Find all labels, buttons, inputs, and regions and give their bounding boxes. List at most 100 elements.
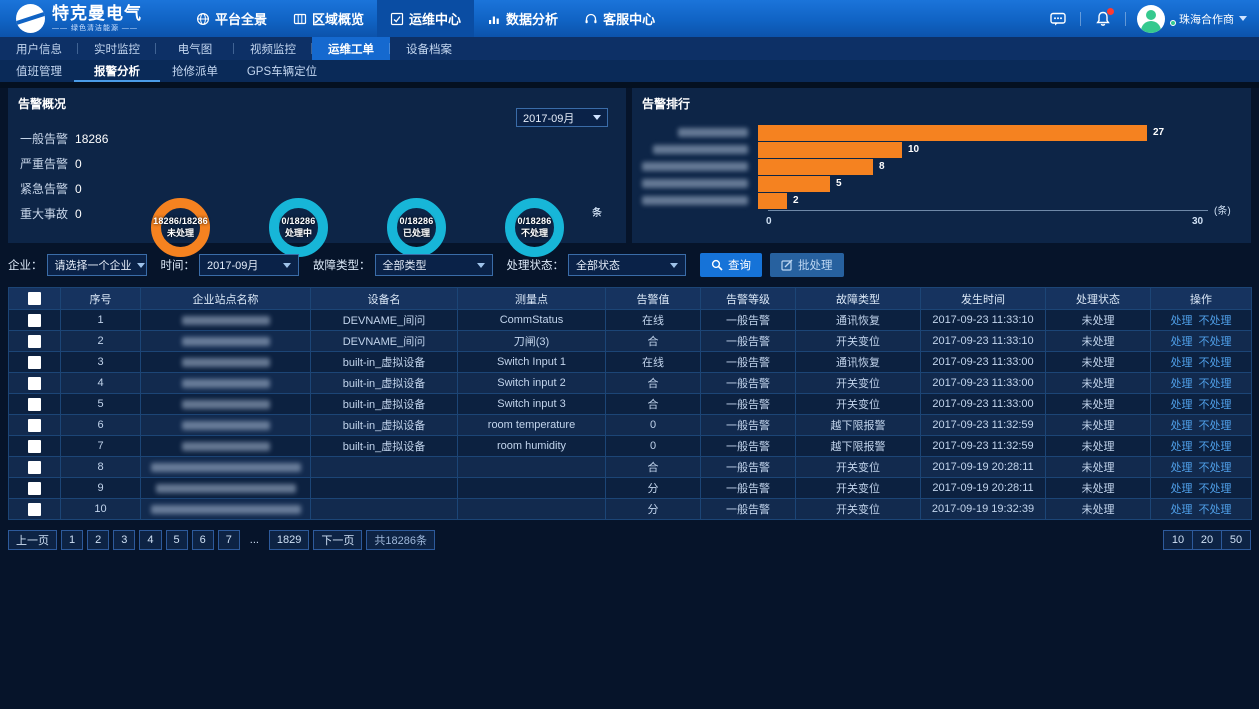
handle-link[interactable]: 处理 bbox=[1170, 441, 1193, 453]
search-button[interactable]: 查询 bbox=[700, 253, 762, 277]
page-button-4[interactable]: 4 bbox=[139, 530, 162, 550]
row-checkbox[interactable] bbox=[28, 397, 41, 411]
cell-level: 一般告警 bbox=[700, 435, 796, 457]
row-checkbox[interactable] bbox=[28, 418, 41, 432]
cell-level: 一般告警 bbox=[700, 351, 796, 373]
page-button-3[interactable]: 3 bbox=[113, 530, 136, 550]
topnav-item-区域概览[interactable]: 区域概览 bbox=[280, 0, 377, 37]
edit-icon bbox=[781, 259, 793, 271]
page-button-6[interactable]: 6 bbox=[191, 530, 214, 550]
handle-link[interactable]: 处理 bbox=[1170, 504, 1193, 516]
prev-page-button[interactable]: 上一页 bbox=[8, 530, 57, 550]
no-handle-link[interactable]: 不处理 bbox=[1198, 462, 1232, 474]
page-size-50[interactable]: 50 bbox=[1221, 530, 1251, 550]
batch-process-button[interactable]: 批处理 bbox=[770, 253, 844, 277]
cell-site-censored bbox=[140, 414, 311, 436]
handle-link[interactable]: 处理 bbox=[1170, 462, 1193, 474]
handle-link[interactable]: 处理 bbox=[1170, 378, 1193, 390]
chevron-down-icon bbox=[476, 262, 485, 268]
cell-fault: 开关变位 bbox=[795, 477, 921, 499]
fault-type-select[interactable]: 全部类型 bbox=[374, 254, 493, 276]
handle-link[interactable]: 处理 bbox=[1170, 315, 1193, 327]
handle-link[interactable]: 处理 bbox=[1170, 399, 1193, 411]
tab-设备档案[interactable]: 设备档案 bbox=[406, 43, 452, 56]
ranking-bar-row: 10 bbox=[642, 141, 1241, 158]
tab-视频监控[interactable]: 视频监控 bbox=[234, 37, 312, 60]
cell-fault: 通讯恢复 bbox=[795, 309, 921, 331]
page-button-1829[interactable]: 1829 bbox=[268, 530, 310, 550]
subtab-抢修派单[interactable]: 抢修派单 bbox=[172, 66, 218, 78]
cell-index: 9 bbox=[60, 477, 141, 499]
no-handle-link[interactable]: 不处理 bbox=[1198, 504, 1232, 516]
alarm-donut-ratio: 18286/18286 bbox=[153, 216, 208, 226]
subtab-GPS车辆定位[interactable]: GPS车辆定位 bbox=[246, 66, 318, 78]
row-checkbox[interactable] bbox=[28, 334, 41, 348]
row-checkbox[interactable] bbox=[28, 481, 41, 495]
brand-logo[interactable]: 特克曼电气 —— 绿色清洁能源 —— bbox=[0, 4, 205, 33]
tab-实时监控[interactable]: 实时监控 bbox=[78, 37, 156, 60]
subtab-值班管理[interactable]: 值班管理 bbox=[16, 66, 62, 78]
row-checkbox[interactable] bbox=[28, 439, 41, 453]
cell-point: CommStatus bbox=[457, 309, 606, 331]
cell-status: 未处理 bbox=[1045, 309, 1151, 331]
no-handle-link[interactable]: 不处理 bbox=[1198, 483, 1232, 495]
censored-text bbox=[181, 336, 270, 346]
status-select[interactable]: 全部状态 bbox=[568, 254, 686, 276]
tab-用户信息[interactable]: 用户信息 bbox=[0, 37, 78, 60]
handle-link[interactable]: 处理 bbox=[1170, 483, 1193, 495]
cell-device: built-in_虚拟设备 bbox=[310, 393, 458, 415]
row-checkbox[interactable] bbox=[28, 355, 41, 369]
page-button-5[interactable]: 5 bbox=[165, 530, 188, 550]
cell-status: 未处理 bbox=[1045, 498, 1151, 520]
no-handle-link[interactable]: 不处理 bbox=[1198, 357, 1232, 369]
alarm-donut-text: 18286/18286 未处理 bbox=[139, 216, 222, 239]
page-button-2[interactable]: 2 bbox=[87, 530, 110, 550]
main-nav: 平台全景 区域概览 运维中心 数据分析 客服中心 bbox=[183, 0, 668, 37]
row-checkbox[interactable] bbox=[28, 502, 41, 516]
topnav-item-平台全景[interactable]: 平台全景 bbox=[183, 0, 280, 37]
handle-link[interactable]: 处理 bbox=[1170, 357, 1193, 369]
divider bbox=[1125, 11, 1126, 26]
notification-bell-icon[interactable] bbox=[1092, 7, 1114, 30]
cell-actions: 处理 不处理 bbox=[1150, 309, 1252, 331]
enterprise-select[interactable]: 请选择一个企业 bbox=[46, 254, 147, 276]
page-size-20[interactable]: 20 bbox=[1192, 530, 1222, 550]
table-row: 7 built-in_虚拟设备 room humidity 0 一般告警 越下限报警 201… bbox=[8, 435, 1252, 457]
topnav-item-客服中心[interactable]: 客服中心 bbox=[571, 0, 668, 37]
cell-device bbox=[310, 477, 458, 499]
no-handle-link[interactable]: 不处理 bbox=[1198, 399, 1232, 411]
row-select-cell bbox=[8, 435, 61, 457]
row-select-cell bbox=[8, 330, 61, 352]
subtab-报警分析[interactable]: 报警分析 bbox=[74, 60, 160, 82]
no-handle-link[interactable]: 不处理 bbox=[1198, 336, 1232, 348]
user-menu[interactable]: 珠海合作商 bbox=[1179, 11, 1247, 27]
handle-link[interactable]: 处理 bbox=[1170, 420, 1193, 432]
row-checkbox[interactable] bbox=[28, 313, 41, 327]
no-handle-link[interactable]: 不处理 bbox=[1198, 378, 1232, 390]
tab-电气图[interactable]: 电气图 bbox=[156, 37, 234, 60]
page-button-1[interactable]: 1 bbox=[61, 530, 84, 550]
alarm-donut-text: 0/18286 已处理 bbox=[375, 216, 458, 239]
topnav-item-运维中心[interactable]: 运维中心 bbox=[377, 0, 475, 37]
topnav-item-数据分析[interactable]: 数据分析 bbox=[474, 0, 571, 37]
row-checkbox[interactable] bbox=[28, 376, 41, 390]
cell-level: 一般告警 bbox=[700, 330, 796, 352]
page-button-7[interactable]: 7 bbox=[217, 530, 240, 550]
message-icon[interactable] bbox=[1047, 8, 1069, 30]
no-handle-link[interactable]: 不处理 bbox=[1198, 315, 1232, 327]
month-select[interactable]: 2017-09月 bbox=[516, 108, 608, 127]
user-avatar[interactable] bbox=[1137, 4, 1165, 33]
row-checkbox[interactable] bbox=[28, 460, 41, 474]
select-all-checkbox[interactable] bbox=[28, 292, 41, 305]
headset-icon bbox=[584, 12, 598, 26]
no-handle-link[interactable]: 不处理 bbox=[1198, 420, 1232, 432]
page-size-10[interactable]: 10 bbox=[1163, 530, 1193, 550]
censored-text bbox=[181, 315, 270, 325]
handle-link[interactable]: 处理 bbox=[1170, 336, 1193, 348]
next-page-button[interactable]: 下一页 bbox=[313, 530, 363, 550]
tab-运维工单[interactable]: 运维工单 bbox=[312, 37, 390, 60]
time-select[interactable]: 2017-09月 bbox=[199, 254, 299, 276]
alarm-stat-unit: 条 bbox=[592, 208, 602, 219]
no-handle-link[interactable]: 不处理 bbox=[1198, 441, 1232, 453]
cell-point bbox=[457, 477, 606, 499]
